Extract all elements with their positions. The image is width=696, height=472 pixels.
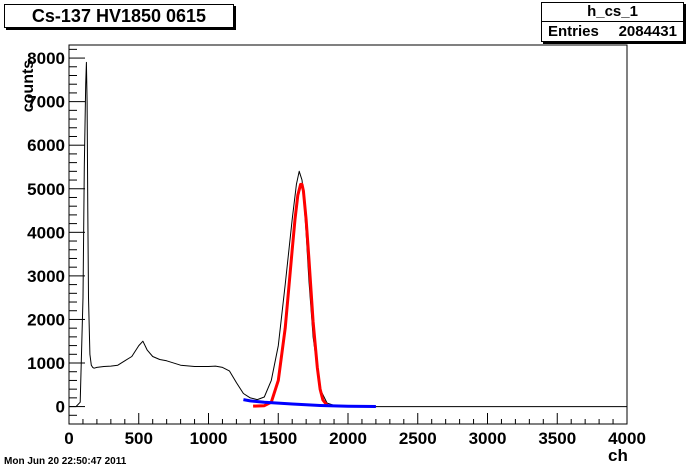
x-tick-label: 3500 (538, 429, 576, 448)
x-tick-label: 1000 (190, 429, 228, 448)
y-tick-label: 0 (56, 398, 65, 417)
plot-frame (68, 44, 628, 425)
y-tick-label: 5000 (27, 180, 65, 199)
x-tick-label: 500 (125, 429, 153, 448)
y-tick-label: 8000 (27, 49, 65, 68)
x-tick-label: 4000 (608, 429, 646, 448)
x-tick-label: 2000 (329, 429, 367, 448)
x-tick-label: 3000 (469, 429, 507, 448)
series-line-1 (253, 182, 329, 408)
x-tick-label: 2500 (399, 429, 437, 448)
series-group (69, 61, 627, 408)
y-tick-label: 4000 (27, 223, 65, 242)
y-tick-label: 2000 (27, 310, 65, 329)
y-tick-label: 7000 (27, 93, 65, 112)
stats-entries-label: Entries (548, 23, 599, 40)
series-line-0 (69, 61, 627, 408)
stats-histogram-name: h_cs_1 (542, 3, 683, 22)
x-axis-label: ch (608, 446, 628, 465)
axes: 0 500 1000 1500 2000 2500 3000 3500 4000 0 1000 200… (27, 44, 646, 448)
y-tick-label: 3000 (27, 267, 65, 286)
timestamp-footer: Mon Jun 20 22:50:47 2011 (4, 456, 127, 467)
x-tick-label: 1500 (259, 429, 297, 448)
stats-entries-row: Entries 2084431 (542, 22, 683, 41)
y-tick-label: 1000 (27, 354, 65, 373)
y-axis-label: counts (20, 59, 37, 113)
stats-entries-value: 2084431 (618, 23, 677, 40)
stats-box: h_cs_1 Entries 2084431 (541, 2, 684, 42)
y-tick-label: 6000 (27, 136, 65, 155)
x-tick-label: 0 (64, 429, 73, 448)
series-line-2 (243, 398, 376, 408)
chart-title: Cs-137 HV1850 0615 (4, 4, 234, 28)
